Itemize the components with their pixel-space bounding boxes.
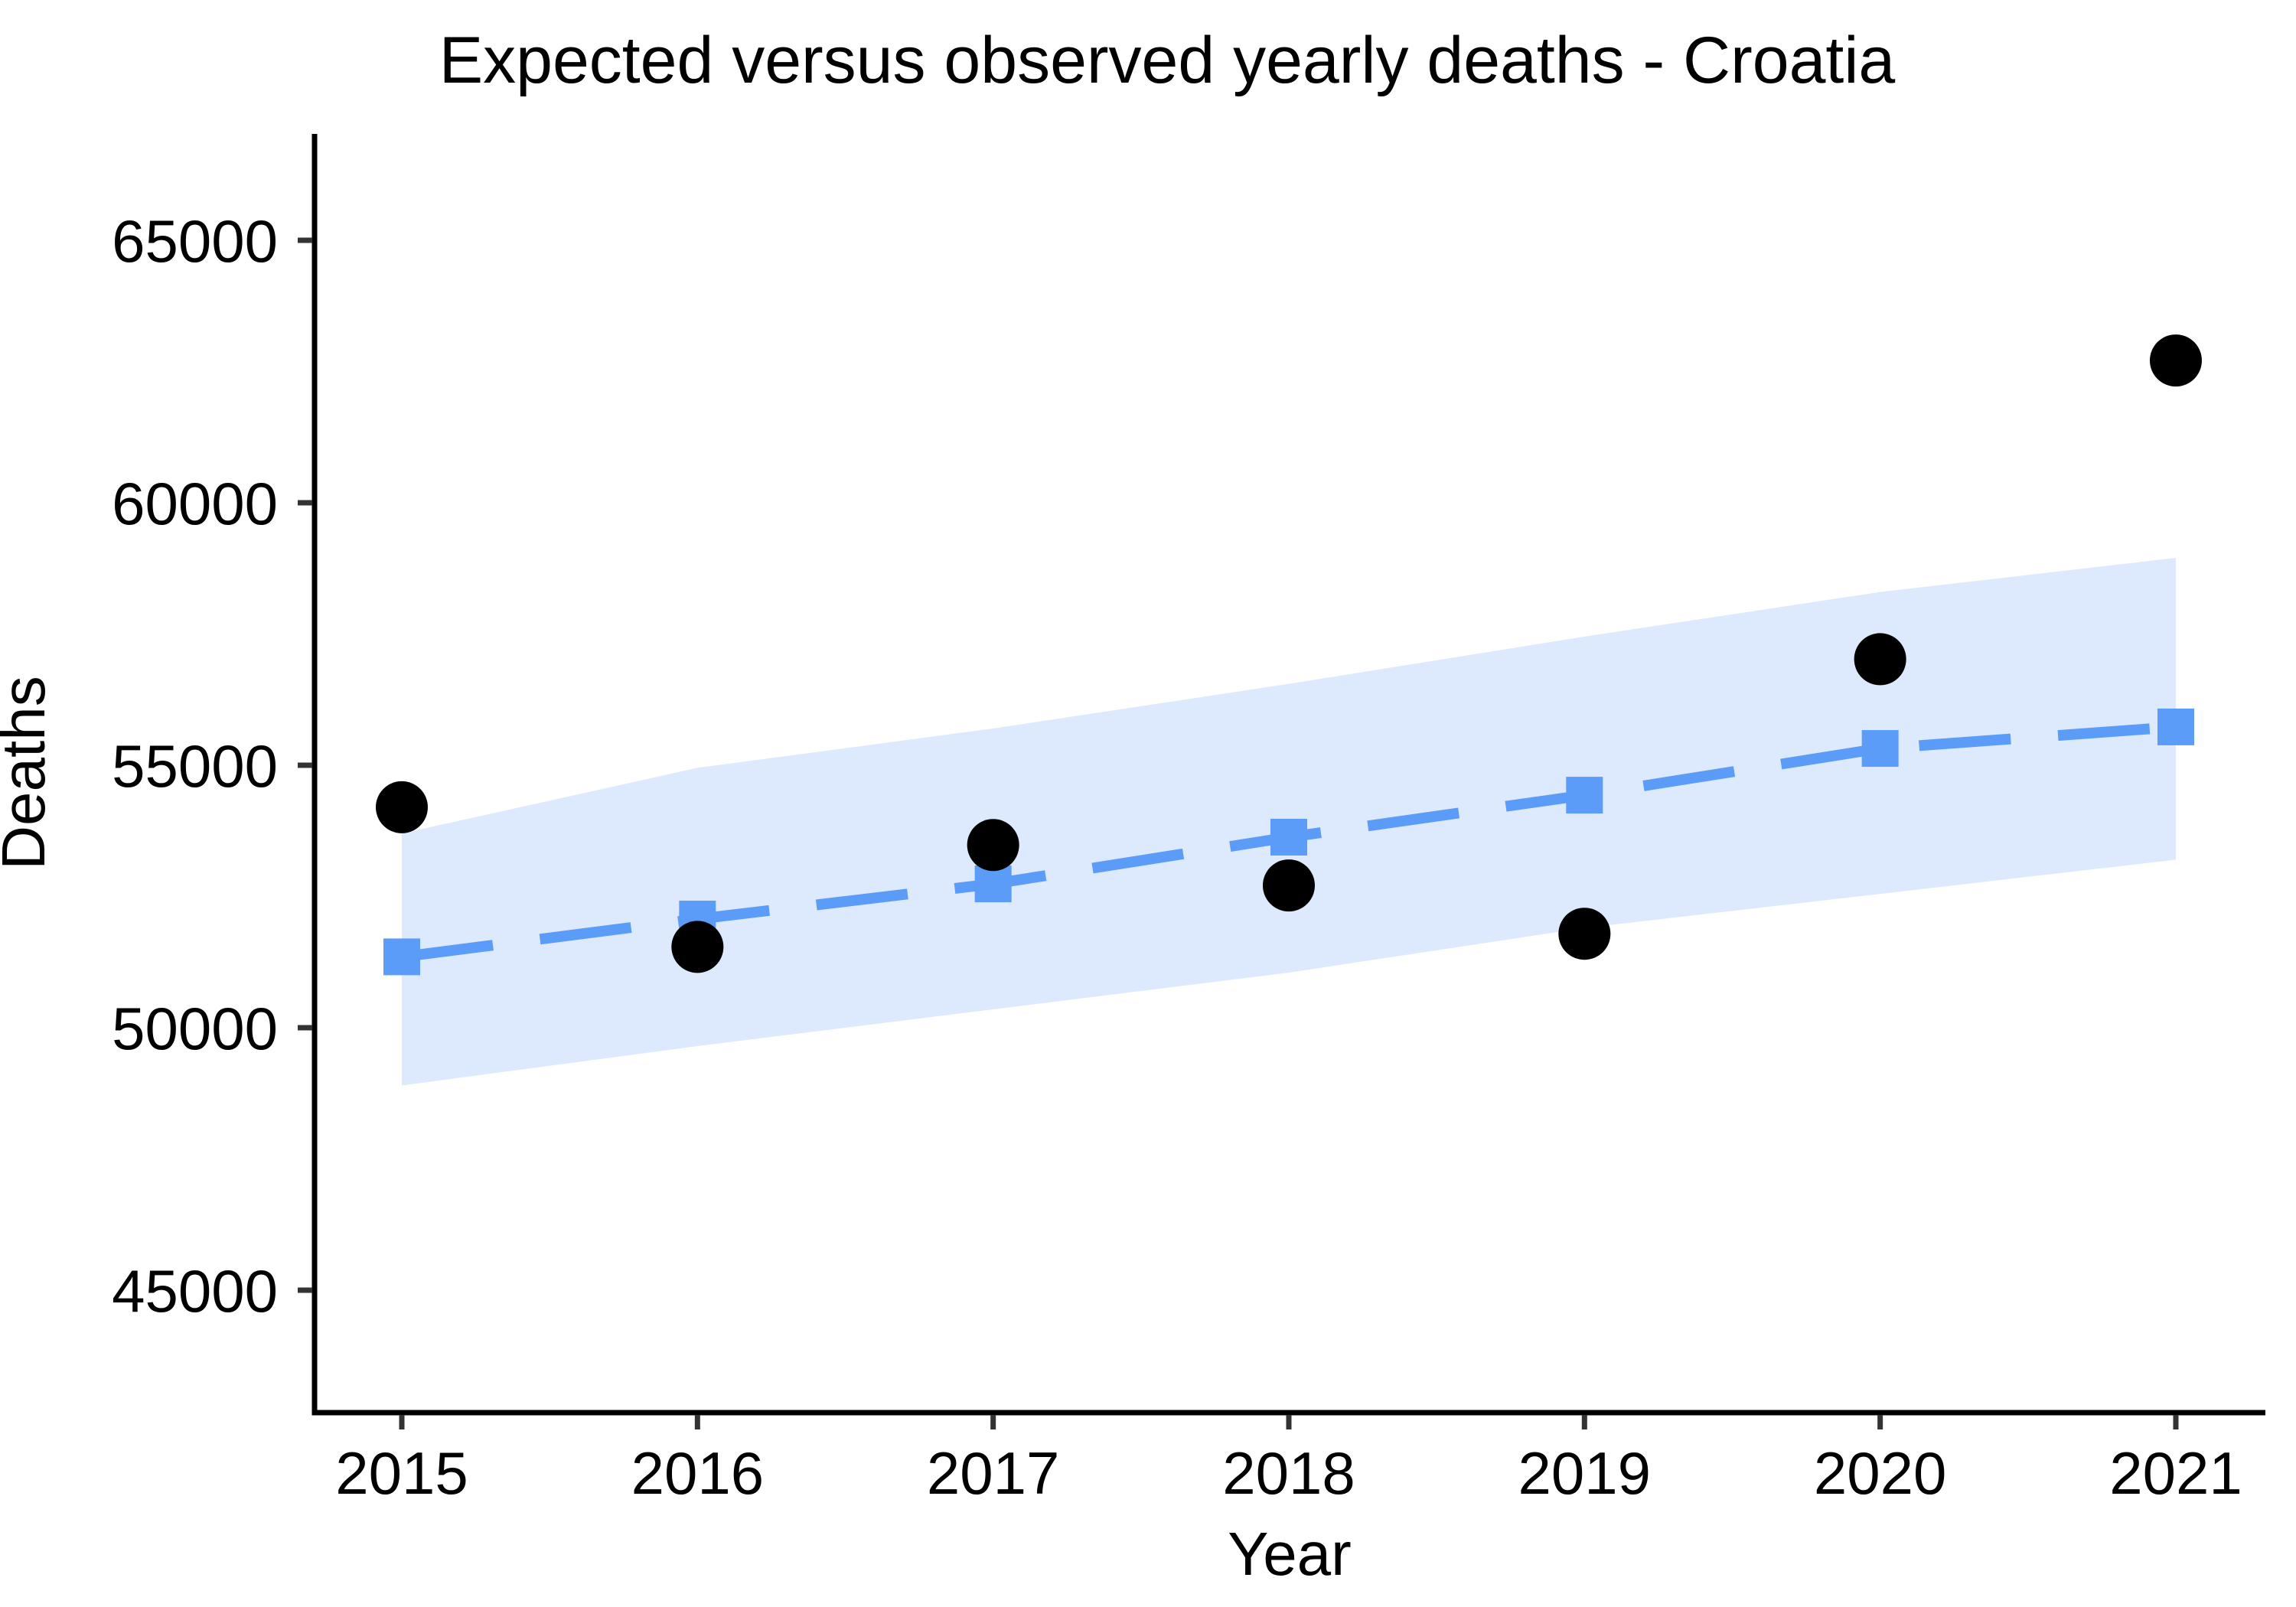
y-tick-label: 45000 bbox=[112, 1257, 278, 1325]
observed-point bbox=[2149, 334, 2202, 387]
x-tick-label: 2015 bbox=[335, 1439, 468, 1507]
x-axis-title: Year bbox=[1228, 1520, 1352, 1588]
observed-point bbox=[671, 921, 724, 973]
expected-point bbox=[974, 865, 1012, 903]
observed-point bbox=[376, 781, 428, 833]
expected-point bbox=[1861, 730, 1899, 768]
x-tick-label: 2019 bbox=[1518, 1439, 1652, 1507]
y-tick-label: 60000 bbox=[112, 470, 278, 537]
expected-point bbox=[2157, 708, 2194, 745]
y-tick-label: 55000 bbox=[112, 732, 278, 800]
observed-points-layer bbox=[376, 334, 2202, 973]
observed-point bbox=[1854, 633, 1906, 686]
observed-point bbox=[1262, 859, 1315, 912]
axes-layer: 65000 60000 55000 50000 45000 2015 2016 2017 201… bbox=[112, 134, 2265, 1507]
x-tick-label: 2016 bbox=[631, 1439, 765, 1507]
expected-point bbox=[383, 938, 420, 976]
x-tick-label: 2017 bbox=[927, 1439, 1060, 1507]
observed-point bbox=[967, 819, 1019, 872]
y-tick-label: 65000 bbox=[112, 207, 278, 275]
expected-line-layer bbox=[383, 708, 2194, 976]
y-tick-label: 50000 bbox=[112, 995, 278, 1062]
chart-title: Expected versus observed yearly deaths -… bbox=[439, 24, 1896, 97]
x-tick-label: 2021 bbox=[2109, 1439, 2242, 1507]
y-axis-title: Deaths bbox=[0, 676, 57, 869]
expected-point bbox=[1270, 818, 1307, 856]
x-tick-label: 2020 bbox=[1814, 1439, 1947, 1507]
x-tick-label: 2018 bbox=[1222, 1439, 1355, 1507]
expected-point bbox=[1566, 777, 1603, 814]
observed-point bbox=[1558, 908, 1611, 960]
